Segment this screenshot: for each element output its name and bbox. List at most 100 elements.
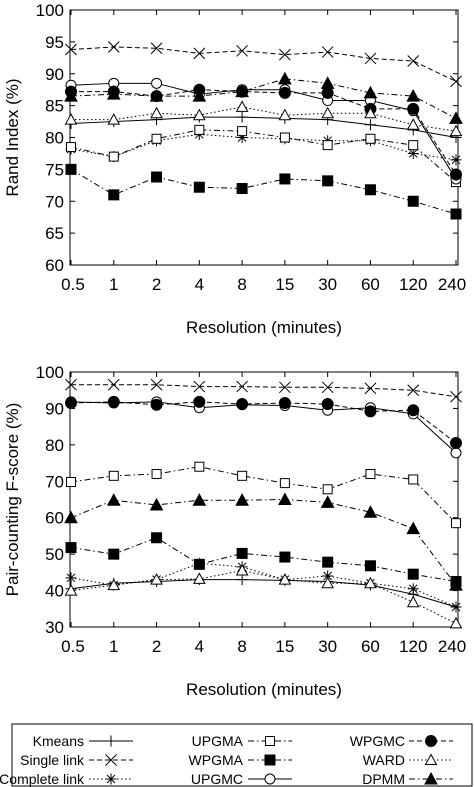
x-tick-label: 240 — [438, 275, 466, 294]
point-wpgma — [450, 208, 462, 220]
series-upgmc — [65, 396, 462, 459]
y-tick-label: 90 — [45, 399, 64, 418]
x-tick-label: 0.5 — [61, 275, 85, 294]
point-wpgmc — [450, 168, 462, 181]
y-axis-label: Pair-counting F-score (%) — [3, 403, 22, 597]
series-upgma — [66, 461, 461, 529]
legend-marker-ward — [424, 753, 438, 765]
point-single-link — [193, 380, 206, 393]
point-wpgma — [151, 171, 163, 183]
point-upgma — [408, 474, 419, 485]
point-ward — [235, 563, 249, 576]
point-wpgmc — [150, 398, 163, 411]
legend-marker-kmeans — [105, 735, 117, 747]
point-single-link — [407, 384, 420, 397]
series-line-dpmm — [70, 78, 457, 119]
point-wpgmc — [193, 395, 206, 408]
point-upgma — [194, 461, 205, 472]
point-single-link — [364, 52, 377, 65]
series-wpgma — [65, 163, 462, 220]
point-upgmc — [450, 447, 462, 459]
y-axis-label: Rand Index (%) — [3, 78, 22, 196]
point-ward — [364, 576, 377, 589]
series-ward — [64, 100, 463, 137]
point-wpgma — [364, 184, 376, 196]
y-tick-label: 30 — [45, 618, 64, 637]
point-ward — [64, 113, 78, 125]
point-wpgma — [193, 558, 205, 570]
y-tick-label: 90 — [45, 65, 64, 84]
point-ward — [150, 106, 163, 119]
point-ward — [150, 573, 163, 585]
f-score-chart: 30 40 50 60 70 80 90 100 0.5 1 2 4 8 15 30 60 120 240 Reso… — [3, 363, 466, 699]
point-wpgmc — [65, 396, 77, 409]
point-dpmm — [106, 87, 121, 100]
point-ward — [107, 113, 121, 125]
point-kmeans — [236, 111, 248, 123]
point-wpgmc — [407, 102, 420, 115]
point-wpgma — [236, 547, 248, 559]
point-single-link — [279, 381, 291, 394]
point-ward — [278, 573, 292, 585]
legend-label: Single link — [20, 752, 85, 768]
series-line-wpgma — [70, 537, 457, 582]
legend-label: Complete link — [0, 771, 85, 787]
point-ward — [449, 124, 463, 137]
point-wpgma — [279, 173, 291, 185]
series-line-dpmm — [70, 498, 457, 586]
legend-entry-single-link: Single link — [20, 752, 133, 768]
legend-marker-wpgmc — [425, 735, 437, 747]
x-tick-label: 4 — [195, 637, 204, 656]
legend-entry-complete-link: Complete link — [0, 771, 133, 787]
point-single-link — [236, 44, 248, 57]
x-tick-label: 8 — [237, 637, 246, 656]
point-ward — [406, 595, 420, 608]
point-upgma — [237, 126, 248, 137]
point-wpgma — [193, 181, 205, 193]
legend-marker-dpmm — [424, 771, 438, 785]
series-line-upgma — [70, 466, 457, 524]
point-ward — [192, 108, 206, 121]
legend-label: WPGMA — [189, 752, 244, 768]
legend-marker-single-link — [105, 754, 117, 766]
series-wpgmc — [65, 395, 462, 450]
point-ward — [449, 616, 463, 629]
point-complete-link — [65, 572, 77, 584]
y-tick-label: 85 — [45, 97, 64, 116]
point-single-link — [107, 41, 120, 53]
point-single-link — [450, 390, 462, 403]
y-tick-label: 65 — [45, 224, 64, 243]
point-single-link — [279, 48, 291, 61]
point-upgma — [451, 518, 461, 529]
x-tick-label: 30 — [318, 275, 337, 294]
point-complete-link — [450, 601, 462, 613]
point-upgma — [279, 132, 290, 143]
point-ward — [278, 108, 292, 121]
point-single-link — [236, 380, 248, 393]
series-line-upgma — [70, 129, 457, 183]
point-upgma — [108, 151, 119, 162]
series-line-kmeans — [70, 116, 457, 138]
legend-marker-upgma — [265, 736, 275, 746]
point-upgma — [322, 140, 333, 151]
point-upgma — [151, 133, 162, 144]
series-line-ward — [71, 106, 457, 132]
y-tick-label: 75 — [45, 160, 64, 179]
point-dpmm — [406, 521, 421, 535]
point-ward — [107, 578, 121, 591]
point-dpmm — [106, 493, 121, 506]
point-single-link — [107, 378, 120, 391]
legend-entry-wpgma: WPGMA — [189, 752, 292, 768]
rand-index-chart: 60 65 70 75 80 85 90 95 100 0.5 1 2 4 8 15 30 60 120 240 Re… — [3, 1, 466, 337]
x-axis-label: Resolution (minutes) — [186, 318, 342, 337]
x-axis-label: Resolution (minutes) — [186, 680, 342, 699]
x-tick-label: 15 — [275, 275, 294, 294]
y-tick-label: 70 — [45, 472, 64, 491]
legend-label: UPGMC — [191, 771, 243, 787]
point-single-link — [150, 378, 163, 391]
point-ward — [235, 100, 249, 112]
y-tick-label: 40 — [45, 582, 64, 601]
legend: Kmeans Single link Complete link UPGMA WPGMA… — [0, 723, 473, 787]
y-tick-label: 95 — [45, 33, 64, 52]
